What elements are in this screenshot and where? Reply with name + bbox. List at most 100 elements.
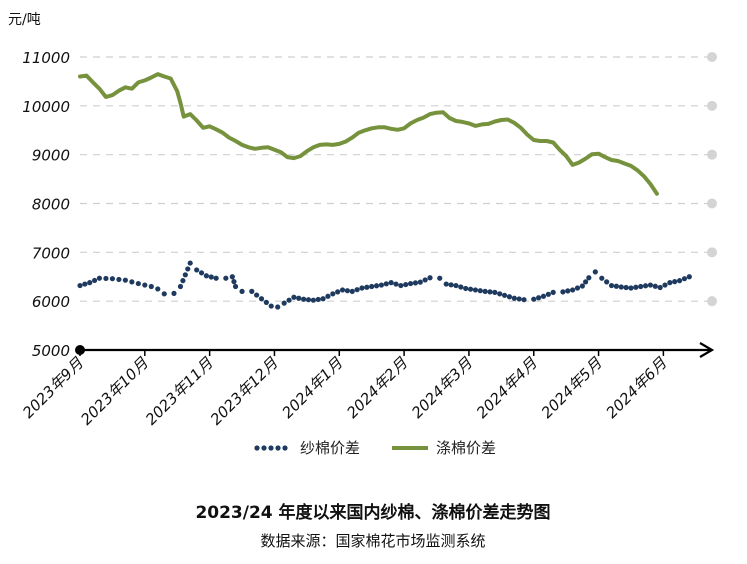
grid-end-marker-7000 [707,247,717,258]
series-point-0-1 [87,280,93,286]
series-dot-0-35-1 [403,281,409,288]
series-point-0-46 [501,292,508,298]
series-point-0-13 [203,273,209,279]
legend-item-poly-cotton: 涤棉价差 [392,439,496,457]
series-point-0-52 [560,289,566,295]
legend-label-poly-cotton: 涤棉价差 [436,439,496,457]
series-point-0-54 [579,283,585,289]
series-point-0-49 [531,296,537,302]
legend-item-yarn-cotton: 纱棉价差 [254,439,360,457]
series-point-0-6 [148,283,154,290]
series-point-0-24 [291,294,297,300]
series-point-0-42 [463,285,469,292]
series-dot-0-63-1 [662,282,668,288]
series-point-0-29 [339,287,346,293]
series-dot-0-44-1 [487,289,493,295]
series-point-0-63 [657,284,663,291]
series-dot-0-5-1 [142,282,148,288]
series-point-0-64 [667,280,673,286]
chart-source: 数据来源：国家棉花市场监测系统 [260,532,485,550]
series-dot-0-20-1 [263,299,269,305]
series-dot-0-33-1 [383,281,389,287]
series-dot-0-10-3 [185,266,191,272]
grid-layer [80,52,717,307]
series-point-0-44 [482,288,488,294]
series-point-0-3 [109,276,116,282]
series-dot-0-49-1 [536,295,542,301]
series-point-0-55 [586,275,592,281]
series-dot-0-45-1 [497,291,503,297]
series-dot-0-54-1 [583,279,589,285]
series-point-0-36 [407,280,414,287]
series-dot-0-31-1 [364,284,370,290]
series-point-0-18 [239,288,245,294]
series-dot-0-13-1 [208,274,214,280]
series-dot-0-32-1 [373,283,380,289]
series-point-0-0 [77,282,83,289]
series-point-0-57 [599,275,605,281]
series-point-0-26 [310,297,316,303]
series-dot-0-53-1 [574,285,581,291]
series-dot-0-46-1 [506,294,513,300]
series-point-0-27 [320,296,326,302]
series-dot-0-62-1 [652,283,658,289]
series-point-0-20 [258,296,265,302]
series-dot-0-34-1 [393,281,399,287]
series-dot-0-52-1 [565,288,571,294]
series-point-0-19 [249,288,255,294]
y-tick-labels: 5000 6000 7000 8000 9000 10000 11000 [22,49,70,360]
series-point-0-17 [232,283,239,290]
series-dot-0-36-1 [412,280,419,286]
series-dot-0-24-1 [296,295,302,301]
series-dot-0-23-1 [286,297,292,303]
series-point-0-14 [213,275,219,281]
x-tick-label-5: 2024年2月 [343,353,411,421]
chart-title: 2023/24 年度以来国内纱棉、涤棉价差走势图 [195,502,550,523]
series-dot-0-4-1 [129,279,135,285]
legend-swatch-dot [254,445,260,451]
series-point-0-30 [349,288,355,294]
series-point-0-15 [223,275,229,281]
series-point-0-56 [592,269,598,275]
series-point-0-41 [453,282,459,289]
series-point-0-58 [608,282,615,289]
series-point-0-4 [122,277,128,283]
series-dot-0-27-1 [325,293,331,299]
series-point-0-51 [550,289,556,295]
series-point-0-33 [378,282,385,288]
series-point-0-53 [570,287,576,293]
series-point-0-66 [686,274,692,280]
y-tick-label-9000: 9000 [32,147,70,165]
x-tick-label-7: 2024年4月 [473,353,541,421]
x-tick-labels: 2023年9月2023年10月2023年11月2023年12月2024年1月20… [19,353,671,428]
legend-swatch-dot [282,445,288,451]
series-point-0-10 [177,283,184,290]
series-point-0-32 [369,283,375,290]
series-dot-0-12-1 [198,270,205,276]
series-dot-0-64-1 [672,279,678,285]
series-dot-0-30-1 [354,287,360,293]
series-dot-0-37-1 [422,277,428,283]
series-point-0-65 [676,278,683,284]
series-point-0-25 [301,296,307,302]
series-dot-0-16-1 [231,279,237,285]
legend: 纱棉价差 涤棉价差 [254,439,496,457]
y-tick-label-7000: 7000 [32,244,70,262]
series-point-0-12 [194,267,200,273]
series-point-0-8 [161,291,167,297]
x-tick-label-0: 2023年9月 [19,353,87,421]
series-dot-0-60-1 [633,284,639,290]
series-point-0-45 [492,289,498,295]
y-axis-unit: 元/吨 [8,12,41,28]
series-point-0-21 [268,303,274,309]
legend-swatch-dot [268,445,274,451]
series-dot-0-50-1 [545,291,551,297]
series-point-0-48 [521,297,527,303]
x-tick-label-2: 2023年11月 [142,353,217,428]
series-point-0-50 [540,293,547,299]
series-dot-0-10-1 [180,278,186,284]
series-point-0-62 [647,282,654,288]
series-dot-0-26-1 [315,296,321,303]
